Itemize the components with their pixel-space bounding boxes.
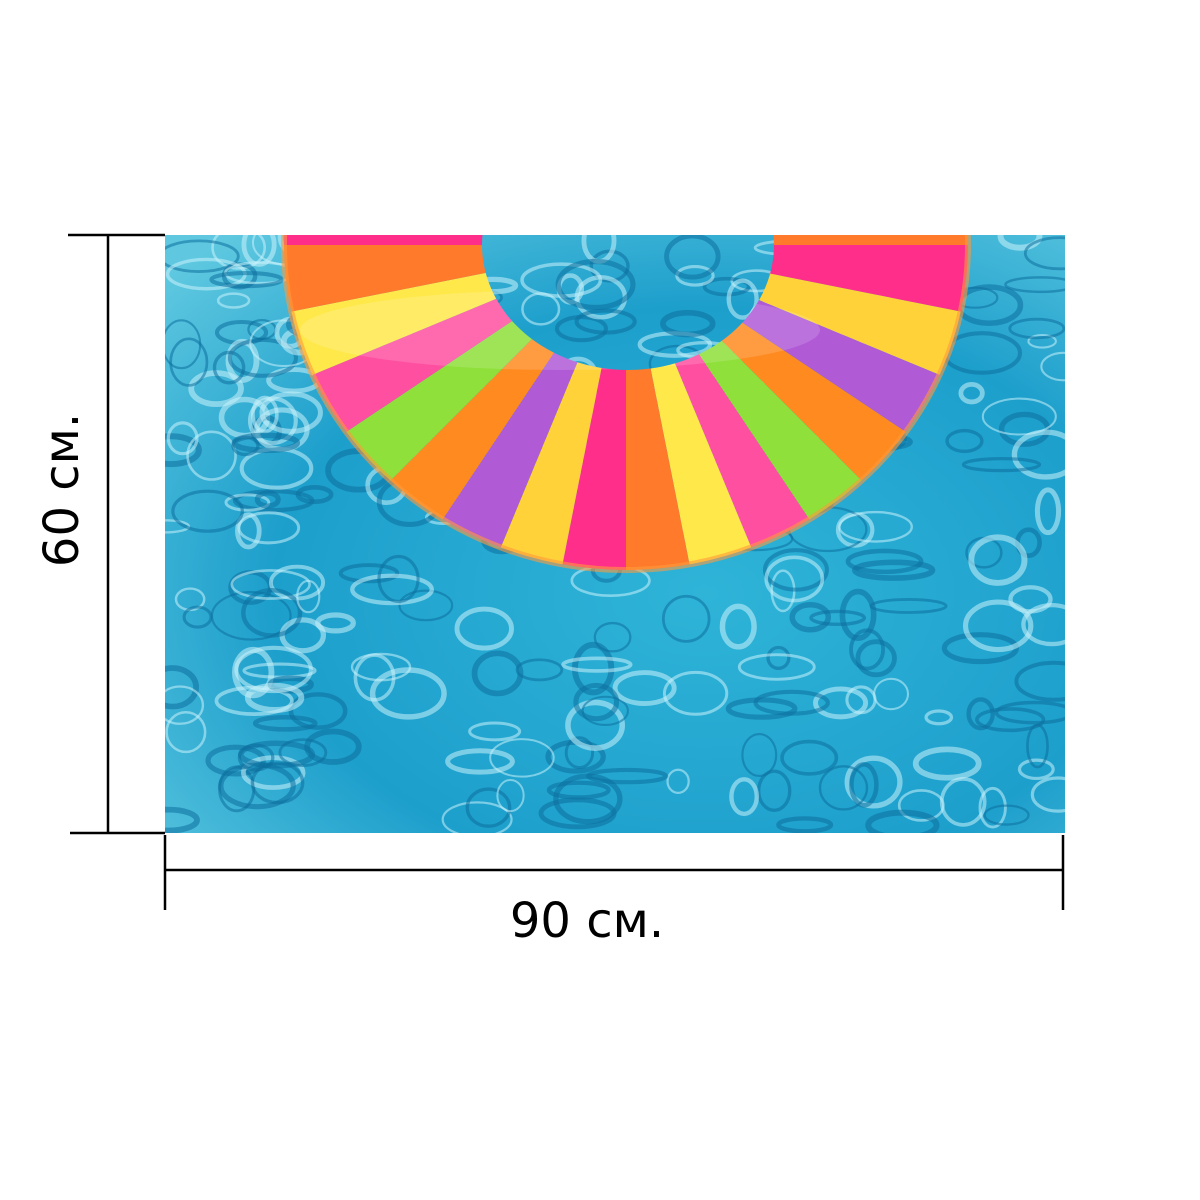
ripple bbox=[994, 700, 1065, 725]
ripple bbox=[165, 519, 191, 534]
ripple bbox=[983, 804, 1030, 826]
ring-stripe bbox=[626, 235, 641, 245]
ring-stripe bbox=[165, 245, 626, 523]
ripple bbox=[165, 710, 207, 754]
ring-stripe bbox=[165, 235, 626, 245]
ripple bbox=[756, 769, 792, 813]
ring-stripe bbox=[626, 245, 1042, 599]
width-label: 90 см. bbox=[510, 893, 664, 949]
ring-stripe bbox=[621, 235, 626, 245]
ring-stripe bbox=[210, 245, 626, 599]
ripple bbox=[546, 780, 611, 800]
ring-stripe bbox=[626, 245, 904, 707]
ripple bbox=[865, 809, 940, 833]
ripple bbox=[776, 816, 834, 833]
ripple bbox=[165, 665, 199, 710]
ring-stripe bbox=[619, 235, 626, 245]
ripple bbox=[849, 762, 879, 808]
ring-stripe bbox=[272, 245, 626, 661]
ripple bbox=[288, 692, 348, 730]
ripple bbox=[496, 778, 525, 813]
ripple bbox=[445, 748, 515, 775]
ring-stripe bbox=[626, 235, 628, 245]
ring-stripe bbox=[626, 245, 724, 745]
width-dimension: 90 см. bbox=[163, 835, 1065, 949]
ring-stripe bbox=[165, 245, 626, 337]
ripple bbox=[441, 801, 513, 833]
ring-stripe bbox=[626, 245, 818, 736]
ring-stripe bbox=[626, 235, 633, 245]
ring-stripe bbox=[626, 245, 1065, 523]
ring-stripe bbox=[626, 235, 1065, 245]
ring-highlight bbox=[300, 290, 820, 370]
ripple bbox=[1021, 602, 1065, 647]
ring-stripe bbox=[626, 235, 677, 245]
ripple bbox=[1017, 758, 1055, 781]
ring-stripe bbox=[348, 245, 626, 707]
ripple bbox=[729, 777, 759, 817]
ripple bbox=[586, 767, 669, 785]
ripple bbox=[234, 645, 313, 694]
ripple bbox=[962, 599, 1034, 653]
ripple bbox=[238, 740, 316, 769]
ring-stripe bbox=[626, 235, 631, 245]
ring-stripe bbox=[616, 235, 626, 245]
ripple bbox=[165, 806, 200, 833]
ripple bbox=[182, 605, 213, 629]
ripple bbox=[897, 789, 945, 822]
ripple bbox=[844, 755, 903, 809]
ring-stripe bbox=[528, 245, 626, 745]
ripple bbox=[912, 746, 982, 781]
ripple bbox=[278, 738, 328, 767]
height-dimension: 60 см. bbox=[34, 233, 165, 835]
ring-stripe bbox=[601, 235, 626, 245]
ripple bbox=[966, 697, 995, 731]
ripple bbox=[845, 685, 877, 715]
ring-stripe bbox=[575, 235, 626, 245]
ripple bbox=[924, 709, 954, 726]
ripple bbox=[250, 761, 305, 805]
ripple bbox=[818, 765, 869, 811]
ring-stripe bbox=[611, 235, 626, 245]
ring-stripe bbox=[434, 245, 626, 736]
height-label: 60 см. bbox=[34, 413, 90, 567]
ripple bbox=[780, 739, 839, 776]
ripple bbox=[489, 738, 555, 778]
ring-stripe bbox=[165, 245, 626, 436]
ring-stripe bbox=[626, 235, 651, 245]
ring-stripe bbox=[626, 245, 1065, 333]
ripple bbox=[666, 768, 690, 795]
ripple bbox=[465, 787, 512, 828]
ripple bbox=[252, 715, 318, 732]
ring-stripe bbox=[624, 235, 626, 245]
ripple bbox=[975, 707, 1046, 733]
ripple bbox=[1014, 660, 1065, 702]
ripple bbox=[741, 732, 778, 778]
ripple bbox=[244, 682, 305, 713]
ring-stripe bbox=[626, 235, 636, 245]
ripple bbox=[1030, 776, 1065, 813]
ripple bbox=[165, 685, 205, 725]
ring-stripe bbox=[626, 245, 980, 661]
ripple bbox=[978, 786, 1007, 829]
photo bbox=[165, 235, 1065, 833]
